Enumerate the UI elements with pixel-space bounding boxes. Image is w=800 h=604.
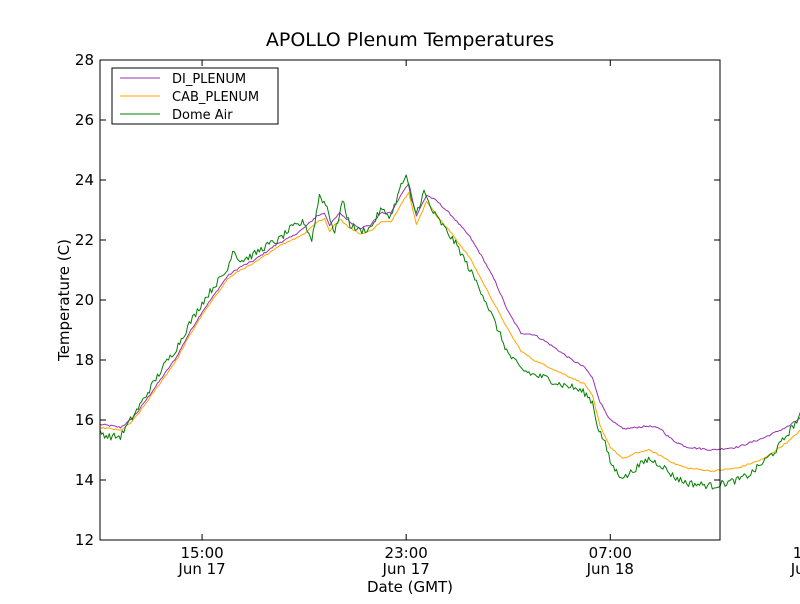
x-tick-label-time: 15:00 xyxy=(793,544,800,562)
x-tick-label-date: Jun 17 xyxy=(177,560,225,578)
legend-label-di-plenum: DI_PLENUM xyxy=(172,72,246,87)
series-line-cab-plenum xyxy=(99,192,800,473)
legend: DI_PLENUM CAB_PLENUM Dome Air xyxy=(111,67,279,125)
x-tick-label-time: 23:00 xyxy=(385,544,428,562)
y-tick-label: 14 xyxy=(75,471,94,489)
y-tick-label: 24 xyxy=(75,171,94,189)
y-tick-label: 12 xyxy=(75,531,94,549)
x-tick-label-time: 07:00 xyxy=(589,544,632,562)
y-tick-label: 16 xyxy=(75,411,94,429)
legend-label-cab-plenum: CAB_PLENUM xyxy=(172,90,259,105)
legend-label-dome-air: Dome Air xyxy=(172,108,233,123)
x-axis-label: Date (GMT) xyxy=(367,578,453,596)
y-tick-label: 22 xyxy=(75,231,94,249)
series-layer xyxy=(99,174,800,490)
y-tick-label: 26 xyxy=(75,111,94,129)
x-tick-label-date: Jun 18 xyxy=(790,560,800,578)
plot-area-frame xyxy=(99,59,721,541)
x-tick-label-date: Jun 17 xyxy=(382,560,430,578)
series-line-di-plenum xyxy=(99,183,800,451)
y-tick-label: 18 xyxy=(75,351,94,369)
chart-title: APOLLO Plenum Temperatures xyxy=(266,29,554,51)
x-tick-label-time: 15:00 xyxy=(180,544,223,562)
y-tick-label: 20 xyxy=(75,291,94,309)
series-line-dome-air xyxy=(99,174,800,490)
y-tick-label: 28 xyxy=(75,51,94,69)
x-tick-label-date: Jun 18 xyxy=(586,560,634,578)
y-axis-label: Temperature (C) xyxy=(55,239,73,362)
